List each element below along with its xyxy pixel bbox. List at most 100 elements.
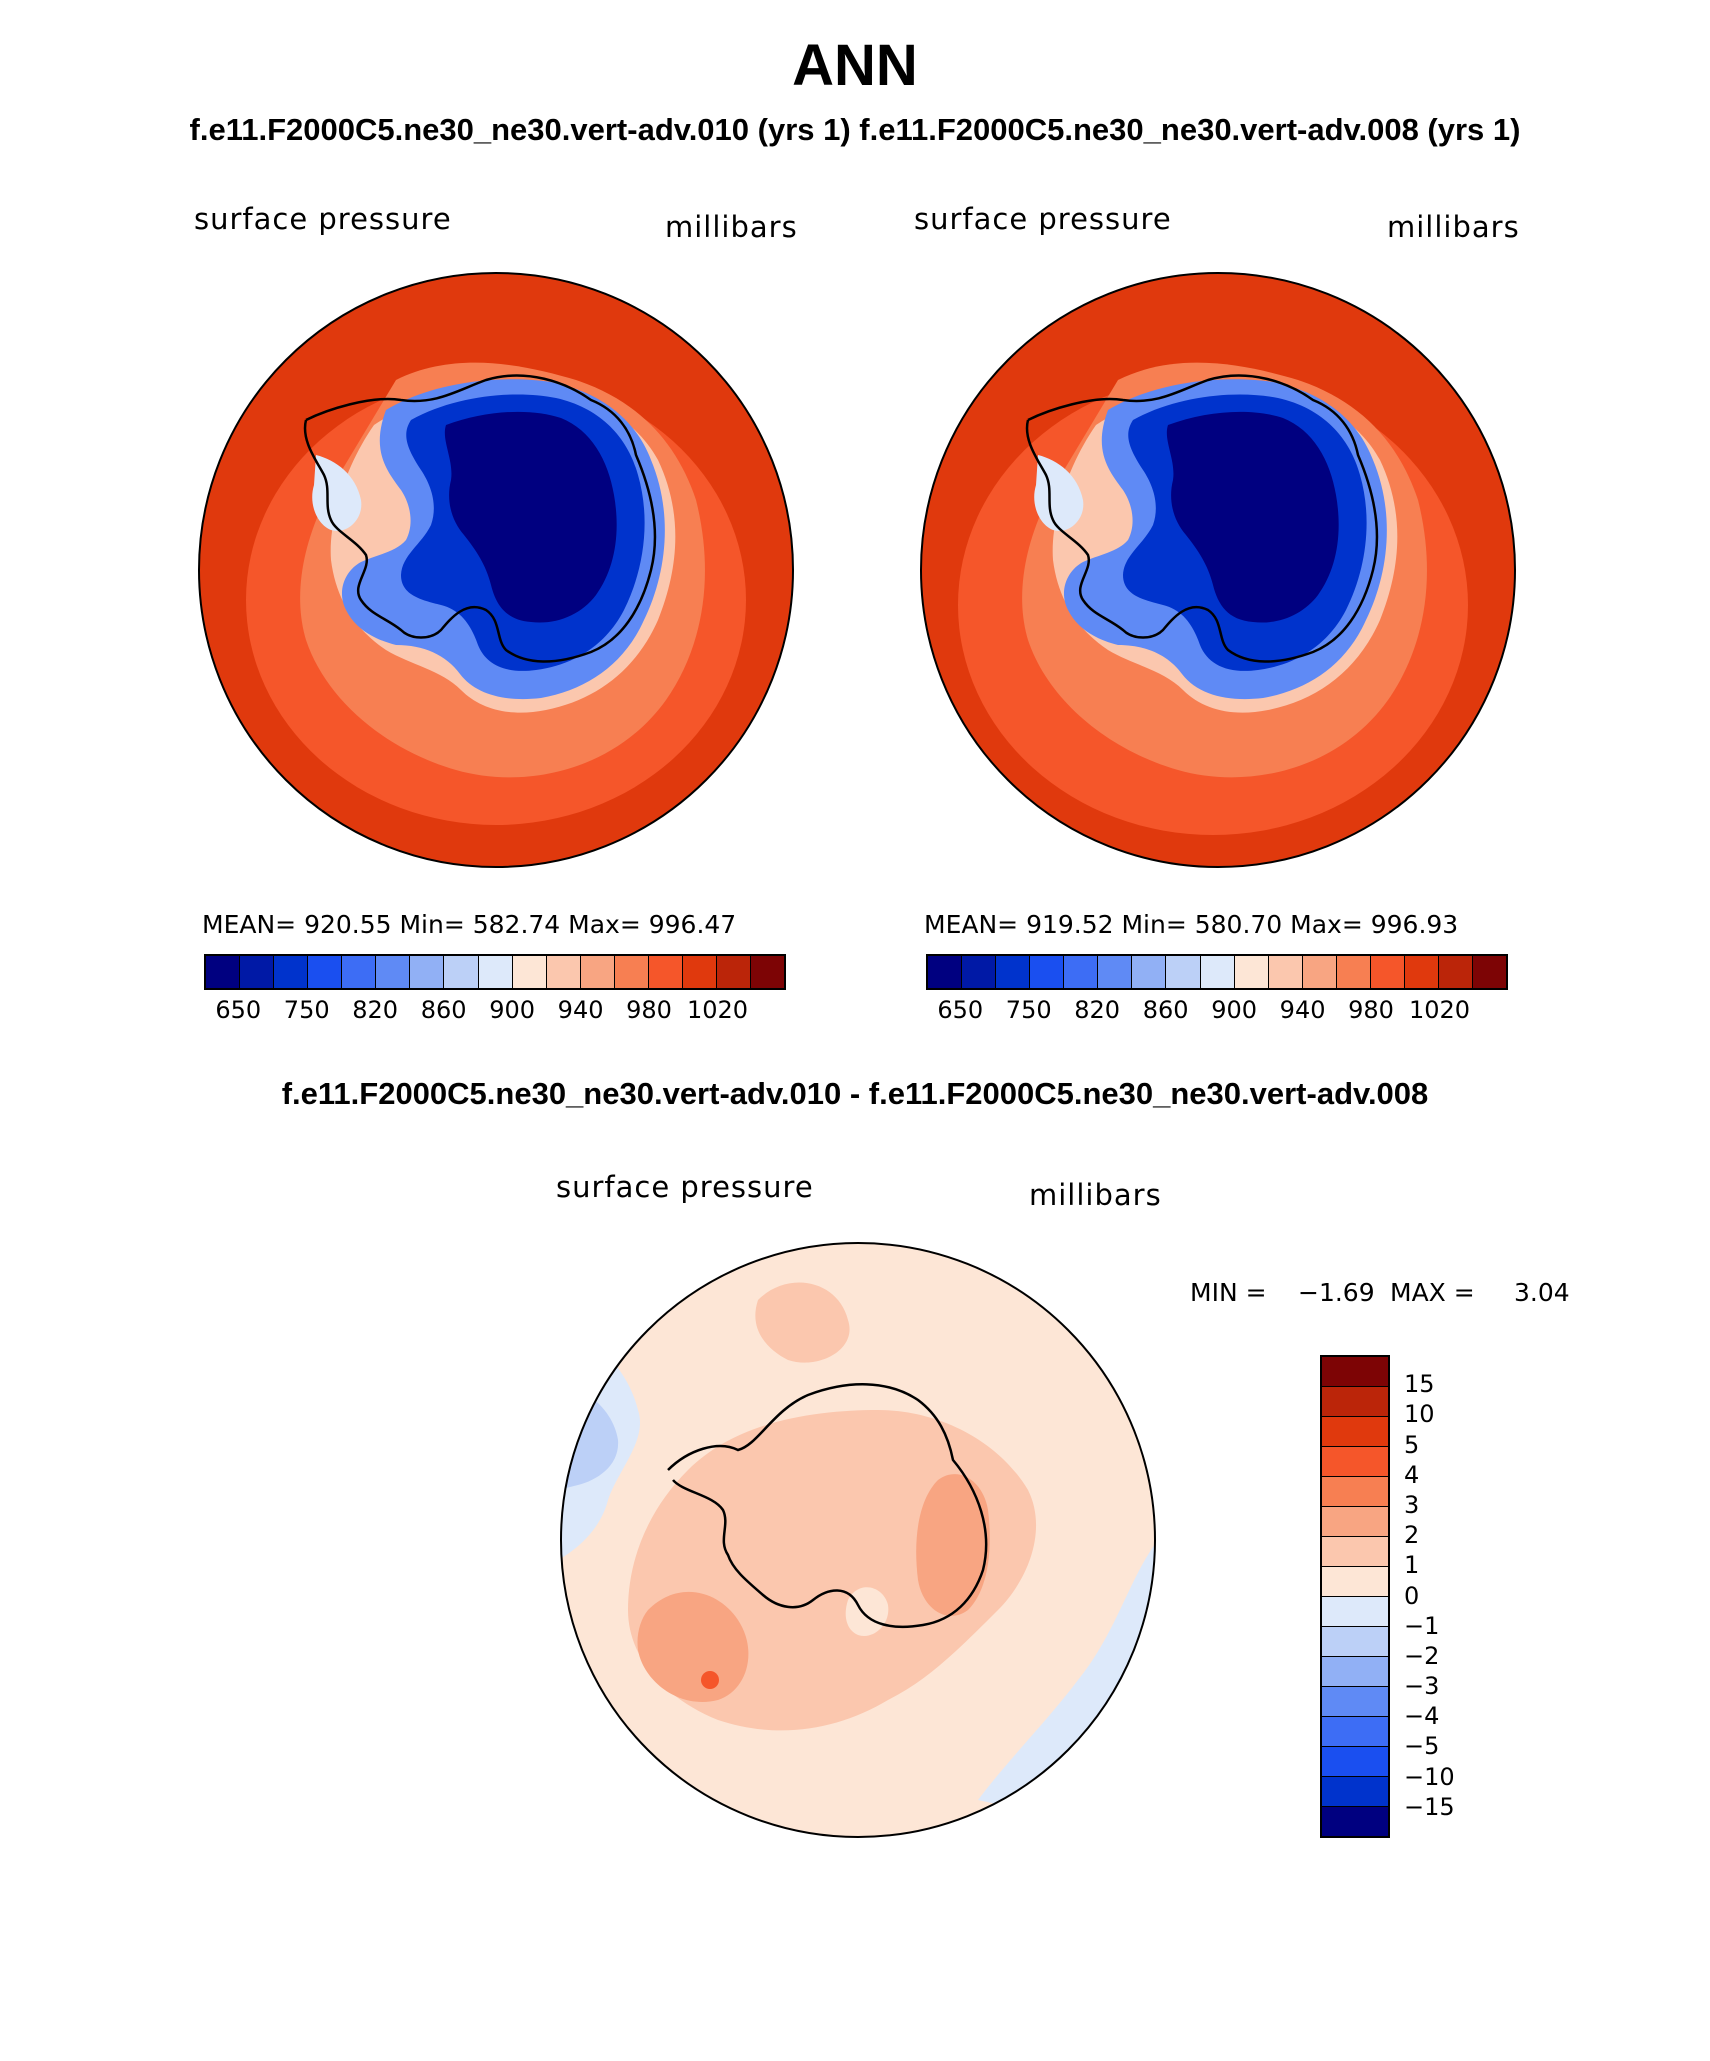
panel2-colorbar-tick-label: 750 bbox=[1005, 996, 1052, 1024]
panel1-colorbar-swatch bbox=[274, 956, 309, 988]
diff-colorbar-tick-label: 15 bbox=[1404, 1370, 1435, 1399]
panel1-polar-map bbox=[198, 272, 794, 868]
panel1-colorbar-ticks: 650 750 820 860 900 940 980 1020 bbox=[204, 996, 786, 1026]
panel2-colorbar-tick-label: 1020 bbox=[1408, 996, 1471, 1024]
panel1-colorbar-swatch bbox=[512, 956, 547, 988]
panel1-stats: MEAN= 920.55 Min= 582.74 Max= 996.47 bbox=[202, 910, 737, 939]
diff-colorbar-ticks: 15 10 5 4 3 2 1 0 −1 −2 −3 −4 −5 −10 −15 bbox=[1404, 1355, 1484, 1838]
diff-colorbar-swatch bbox=[1322, 1477, 1388, 1507]
panel1-colorbar-swatch bbox=[308, 956, 343, 988]
diff-colorbar-swatch bbox=[1322, 1777, 1388, 1807]
panel1-antarctica-interior bbox=[444, 411, 617, 623]
panel2-coastline bbox=[1025, 374, 1379, 663]
panel2-colorbar-tick-label: 980 bbox=[1348, 996, 1394, 1024]
diff-positive-southwest bbox=[637, 1591, 749, 1702]
diff-colorbar-tick-label: 0 bbox=[1404, 1581, 1420, 1610]
panel2-colorbar bbox=[926, 954, 1508, 990]
diff-colorbar-swatch bbox=[1322, 1507, 1388, 1537]
panel2-colorbar-swatch bbox=[996, 956, 1031, 988]
panel2-colorbar-tick-label: 650 bbox=[937, 996, 984, 1024]
diff-colorbar-tick-label: −3 bbox=[1404, 1672, 1440, 1701]
panel1-colorbar-tick-label: 980 bbox=[626, 996, 672, 1024]
diff-min-label: MIN = bbox=[1190, 1278, 1267, 1307]
diff-positive-interior bbox=[916, 1474, 990, 1616]
diff-colorbar-swatch bbox=[1322, 1597, 1388, 1627]
figure-title: ANN bbox=[792, 33, 918, 98]
diff-colorbar-swatch bbox=[1322, 1447, 1388, 1477]
panel2-colorbar-ticks: 650 750 820 860 900 940 980 1020 bbox=[926, 996, 1508, 1026]
panel1-colorbar-swatch bbox=[682, 956, 717, 988]
diff-max-value: 3.04 bbox=[1514, 1278, 1570, 1307]
diff-colorbar-tick-label: −15 bbox=[1404, 1792, 1455, 1821]
panel1-colorbar-tick-label: 820 bbox=[352, 996, 399, 1024]
panel2-colorbar-swatch bbox=[1370, 956, 1405, 988]
diff-colorbar-tick-label: −1 bbox=[1404, 1611, 1440, 1640]
panel1-colorbar-tick-label: 750 bbox=[283, 996, 330, 1024]
diff-max-label: MAX = bbox=[1390, 1278, 1475, 1307]
figure-subtitle: f.e11.F2000C5.ne30_ne30.vert-adv.010 (yr… bbox=[189, 112, 1521, 147]
panel1-colorbar-swatch bbox=[342, 956, 377, 988]
panel1-coastline bbox=[303, 374, 657, 663]
diff-map-border bbox=[560, 1242, 1156, 1838]
panel1-colorbar-tick-label: 900 bbox=[489, 996, 536, 1024]
panel2-colorbar-tick-label: 860 bbox=[1142, 996, 1189, 1024]
panel2-colorbar-swatch bbox=[962, 956, 997, 988]
diff-colorbar-swatch bbox=[1322, 1627, 1388, 1657]
diff-positive-north bbox=[755, 1282, 850, 1363]
panel2-polar-map bbox=[920, 272, 1516, 868]
panel2-colorbar-swatch bbox=[1473, 956, 1507, 988]
diff-colorbar-swatch bbox=[1322, 1417, 1388, 1447]
diff-colorbar-tick-label: 10 bbox=[1404, 1400, 1435, 1429]
diff-colorbar-swatch bbox=[1322, 1387, 1388, 1417]
diff-colorbar-tick-label: 3 bbox=[1404, 1490, 1420, 1519]
diff-units-label: millibars bbox=[1029, 1178, 1162, 1212]
diff-colorbar-tick-label: 2 bbox=[1404, 1521, 1420, 1550]
panel2-colorbar-swatch bbox=[1098, 956, 1133, 988]
panel2-colorbar-swatch bbox=[1336, 956, 1371, 988]
diff-coastline bbox=[667, 1383, 988, 1629]
panel1-colorbar-swatch bbox=[410, 956, 445, 988]
panel2-colorbar-swatch bbox=[928, 956, 963, 988]
panel2-units-label: millibars bbox=[1387, 210, 1520, 244]
panel1-colorbar-tick-label: 940 bbox=[557, 996, 604, 1024]
panel2-colorbar-swatch bbox=[1166, 956, 1201, 988]
panel1-map-border bbox=[198, 272, 794, 868]
diff-colorbar-swatch bbox=[1322, 1747, 1388, 1777]
panel1-colorbar-tick-label: 860 bbox=[420, 996, 467, 1024]
diff-colorbar-tick-label: 1 bbox=[1404, 1551, 1420, 1580]
panel1-colorbar-swatch bbox=[546, 956, 581, 988]
panel2-stats: MEAN= 919.52 Min= 580.70 Max= 996.93 bbox=[924, 910, 1459, 939]
panel1-colorbar-swatch bbox=[240, 956, 275, 988]
diff-positive-peak bbox=[701, 1671, 719, 1689]
diff-colorbar bbox=[1320, 1355, 1390, 1838]
panel1-colorbar-swatch bbox=[716, 956, 751, 988]
diff-colorbar-swatch bbox=[1322, 1537, 1388, 1567]
panel2-colorbar-swatch bbox=[1200, 956, 1235, 988]
panel1-colorbar-swatch bbox=[580, 956, 615, 988]
panel2-colorbar-swatch bbox=[1234, 956, 1269, 988]
panel2-colorbar-tick-label: 900 bbox=[1211, 996, 1258, 1024]
diff-colorbar-swatch bbox=[1322, 1717, 1388, 1747]
panel1-colorbar-swatch bbox=[444, 956, 479, 988]
panel1-colorbar-swatch bbox=[376, 956, 411, 988]
panel2-colorbar-tick-label: 820 bbox=[1074, 996, 1121, 1024]
panel2-colorbar-swatch bbox=[1438, 956, 1473, 988]
panel2-antarctica-interior bbox=[1166, 411, 1339, 623]
diff-colorbar-swatch bbox=[1322, 1657, 1388, 1687]
diff-colorbar-tick-label: −2 bbox=[1404, 1641, 1440, 1670]
panel1-colorbar bbox=[204, 954, 786, 990]
panel1-colorbar-swatch bbox=[206, 956, 241, 988]
diff-colorbar-swatch bbox=[1322, 1357, 1388, 1387]
panel2-colorbar-swatch bbox=[1404, 956, 1439, 988]
panel2-variable-label: surface pressure bbox=[914, 202, 1172, 236]
panel2-colorbar-swatch bbox=[1030, 956, 1065, 988]
diff-colorbar-swatch bbox=[1322, 1687, 1388, 1717]
diff-colorbar-tick-label: −5 bbox=[1404, 1732, 1440, 1761]
diff-min-value: −1.69 bbox=[1298, 1278, 1375, 1307]
panel2-colorbar-swatch bbox=[1302, 956, 1337, 988]
diff-colorbar-tick-label: 4 bbox=[1404, 1460, 1420, 1489]
panel1-variable-label: surface pressure bbox=[194, 202, 452, 236]
diff-colorbar-swatch bbox=[1322, 1807, 1388, 1836]
diff-colorbar-tick-label: −4 bbox=[1404, 1702, 1440, 1731]
panel1-units-label: millibars bbox=[665, 210, 798, 244]
